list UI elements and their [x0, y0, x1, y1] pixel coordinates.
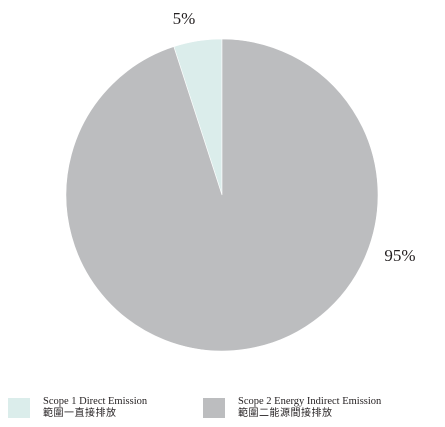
slice-value-label-scope-2: 95% — [384, 246, 415, 265]
legend-label-scope-1-en: Scope 1 Direct Emission — [43, 396, 148, 407]
legend-item-scope-2: Scope 2 Energy Indirect Emission 範圍二能源間接… — [203, 396, 381, 420]
pie-chart: 5% 95% — [65, 9, 416, 352]
legend-swatch-scope-2 — [203, 398, 225, 418]
slice-value-label-scope-1: 5% — [173, 9, 196, 28]
legend-label-scope-1-zh: 範圍一直接排放 — [43, 408, 117, 419]
pie-slice-scope-2 — [65, 38, 379, 352]
legend-label-scope-2-en: Scope 2 Energy Indirect Emission — [238, 396, 382, 407]
legend-item-scope-1: Scope 1 Direct Emission 範圍一直接排放 — [8, 396, 147, 420]
legend-label-scope-1: Scope 1 Direct Emission 範圍一直接排放 — [43, 396, 147, 420]
legend-label-scope-2: Scope 2 Energy Indirect Emission 範圍二能源間接… — [238, 396, 381, 420]
legend-label-scope-2-zh: 範圍二能源間接排放 — [238, 408, 333, 419]
chart-legend: Scope 1 Direct Emission 範圍一直接排放 Scope 2 … — [0, 396, 445, 427]
legend-swatch-scope-1 — [8, 398, 30, 418]
